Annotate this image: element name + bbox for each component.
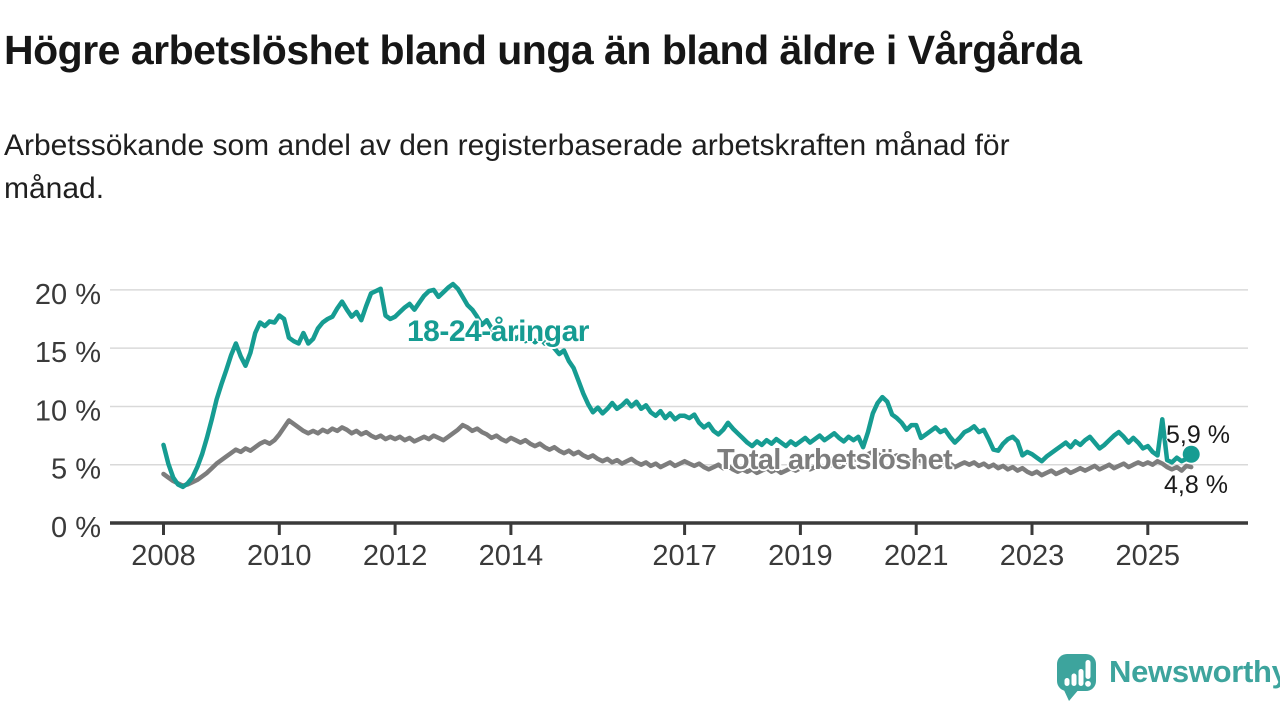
y-axis-label: 20 % bbox=[35, 279, 101, 311]
y-axis-label: 10 % bbox=[35, 395, 101, 427]
series-line-young bbox=[161, 281, 1194, 490]
newsworthy-logo-text: Newsworthy bbox=[1109, 654, 1280, 689]
y-axis-label: 5 % bbox=[51, 454, 101, 486]
y-axis-label: 15 % bbox=[35, 337, 101, 369]
x-axis-label: 2014 bbox=[479, 540, 544, 572]
series-line-total bbox=[161, 418, 1194, 488]
x-axis-label: 2017 bbox=[652, 540, 717, 572]
newsworthy-bubble-chart-icon bbox=[1057, 654, 1096, 701]
x-axis-label: 2021 bbox=[884, 540, 949, 572]
newsworthy-logo[interactable]: Newsworthy bbox=[1056, 650, 1280, 702]
x-axis-label: 2019 bbox=[768, 540, 833, 572]
chart-title: Högre arbetslöshet bland unga än bland ä… bbox=[4, 27, 1082, 73]
x-axis-label: 2008 bbox=[131, 540, 196, 572]
end-value-label-total: 4,8 % bbox=[1164, 471, 1228, 499]
x-axis-label: 2010 bbox=[247, 540, 312, 572]
x-axis-label: 2025 bbox=[1116, 540, 1181, 572]
series-label-young: 18-24-åringar bbox=[407, 315, 589, 348]
end-value-label-young: 5,9 % bbox=[1166, 421, 1230, 449]
series-label-total: Total arbetslöshet bbox=[717, 444, 953, 476]
x-axis-label: 2012 bbox=[363, 540, 428, 572]
chart-subtitle-line-1: Arbetssökande som andel av den registerb… bbox=[4, 129, 1010, 162]
x-axis-label: 2023 bbox=[1000, 540, 1065, 572]
series-end-dot bbox=[1182, 445, 1200, 463]
chart-subtitle-line-2: månad. bbox=[4, 172, 105, 205]
y-axis-label: 0 % bbox=[51, 512, 101, 544]
